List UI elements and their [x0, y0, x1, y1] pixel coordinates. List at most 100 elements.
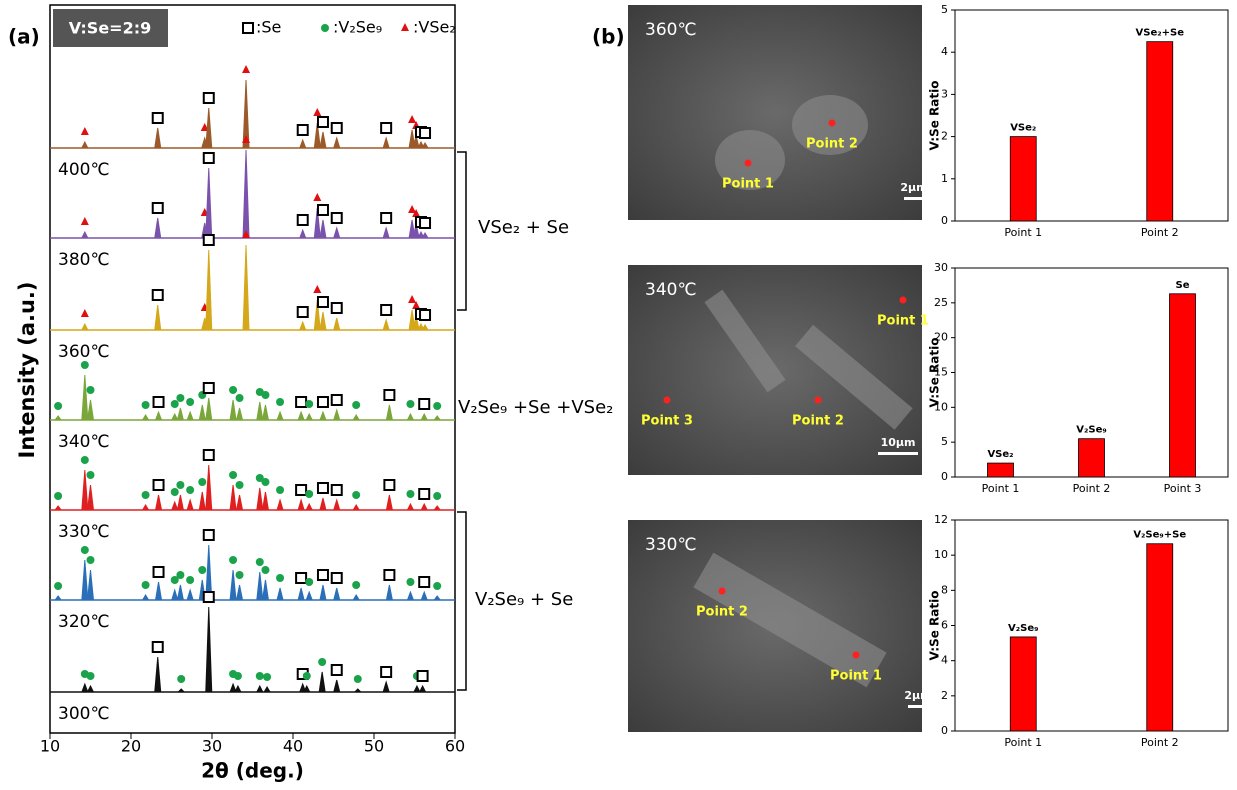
peak	[54, 505, 63, 511]
phase-marker	[151, 202, 164, 214]
x-tick-label: Point 2	[1141, 736, 1179, 749]
phase-marker	[261, 566, 270, 574]
phase-marker	[86, 471, 95, 479]
peak	[154, 217, 162, 239]
series-label: 360℃	[58, 342, 110, 362]
peak	[385, 494, 393, 511]
phase-marker	[170, 576, 179, 584]
peak	[81, 322, 89, 331]
scale-label: 10μm	[881, 436, 916, 449]
phase-marker	[86, 556, 95, 564]
point-label: Point 1	[722, 177, 774, 192]
sem-images	[628, 5, 922, 732]
phase-marker	[229, 386, 238, 394]
phase-marker	[406, 400, 415, 408]
peak	[305, 502, 314, 511]
bar	[1009, 136, 1037, 222]
peak	[229, 484, 237, 511]
peak	[382, 226, 390, 239]
y-tick-label: 0	[941, 470, 948, 483]
particle	[693, 552, 887, 688]
peak	[333, 587, 341, 601]
peak	[305, 590, 313, 601]
phase-marker	[330, 572, 343, 584]
y-tick-label: 12	[934, 513, 948, 526]
peak	[256, 401, 264, 421]
phase-marker	[433, 582, 442, 590]
phase-marker	[152, 566, 165, 578]
peak	[242, 244, 250, 331]
peak	[154, 656, 162, 693]
point-label: Point 2	[792, 414, 844, 429]
phase-marker	[141, 401, 150, 409]
peak	[229, 399, 237, 421]
peak	[298, 320, 307, 331]
peak	[382, 318, 390, 331]
phase-marker	[54, 402, 63, 410]
peak	[408, 129, 416, 149]
peak	[421, 142, 429, 149]
particle	[704, 289, 786, 393]
peak	[176, 494, 185, 511]
peak	[141, 414, 150, 421]
phase-marker	[229, 471, 238, 479]
peak	[176, 407, 185, 421]
peak	[406, 412, 415, 421]
peak	[412, 135, 420, 149]
phase-marker	[305, 400, 314, 408]
peak	[235, 407, 244, 421]
peak	[86, 569, 95, 601]
peak	[81, 230, 89, 239]
peak	[313, 122, 321, 149]
phase-marker	[151, 641, 164, 653]
point-dot	[744, 159, 752, 167]
phase-marker	[313, 193, 322, 201]
phase-marker	[233, 672, 242, 680]
point-label: Point 2	[806, 137, 858, 152]
peak	[171, 500, 179, 511]
phase-marker	[406, 490, 415, 498]
peak	[313, 207, 321, 239]
phase-marker	[412, 209, 421, 217]
peak	[235, 494, 244, 511]
bar-label: VSe₂	[1010, 123, 1036, 134]
scale-bar	[878, 452, 918, 455]
peak	[242, 79, 250, 149]
peak	[413, 684, 421, 693]
phase-marker	[80, 127, 89, 135]
y-tick-label: 2	[941, 689, 948, 702]
phase-marker	[383, 569, 396, 581]
phase-marker	[242, 230, 251, 238]
phase-marker	[152, 479, 165, 491]
phase-marker	[352, 581, 361, 589]
phase-marker	[305, 578, 314, 586]
series-label: 340℃	[58, 432, 110, 452]
phase-marker	[261, 391, 270, 399]
peak	[433, 415, 442, 421]
bar	[1078, 438, 1105, 478]
peak	[319, 410, 327, 421]
y-tick-label: 8	[941, 583, 948, 596]
phase-marker	[235, 571, 244, 579]
peak	[234, 684, 242, 693]
point-dot	[663, 396, 671, 404]
phase-marker	[255, 474, 264, 482]
y-tick-label: 30	[934, 261, 948, 274]
annotation: V₂Se₉ + Se	[475, 589, 573, 610]
phase-marker	[433, 492, 442, 500]
peak	[276, 498, 284, 511]
peak	[186, 498, 194, 511]
phase-marker	[295, 572, 308, 584]
image-label: 330℃	[645, 535, 697, 555]
info-box-text: V:Se=2:9	[69, 19, 152, 38]
legend-label: :V₂Se₉	[333, 18, 382, 37]
y-tick-label: 20	[934, 331, 948, 344]
point-dot	[828, 119, 836, 127]
peak	[54, 595, 63, 601]
phase-marker	[152, 396, 165, 408]
phase-marker	[418, 488, 431, 500]
peak	[186, 410, 194, 421]
scale-bar	[904, 197, 924, 200]
phase-marker	[86, 672, 95, 680]
